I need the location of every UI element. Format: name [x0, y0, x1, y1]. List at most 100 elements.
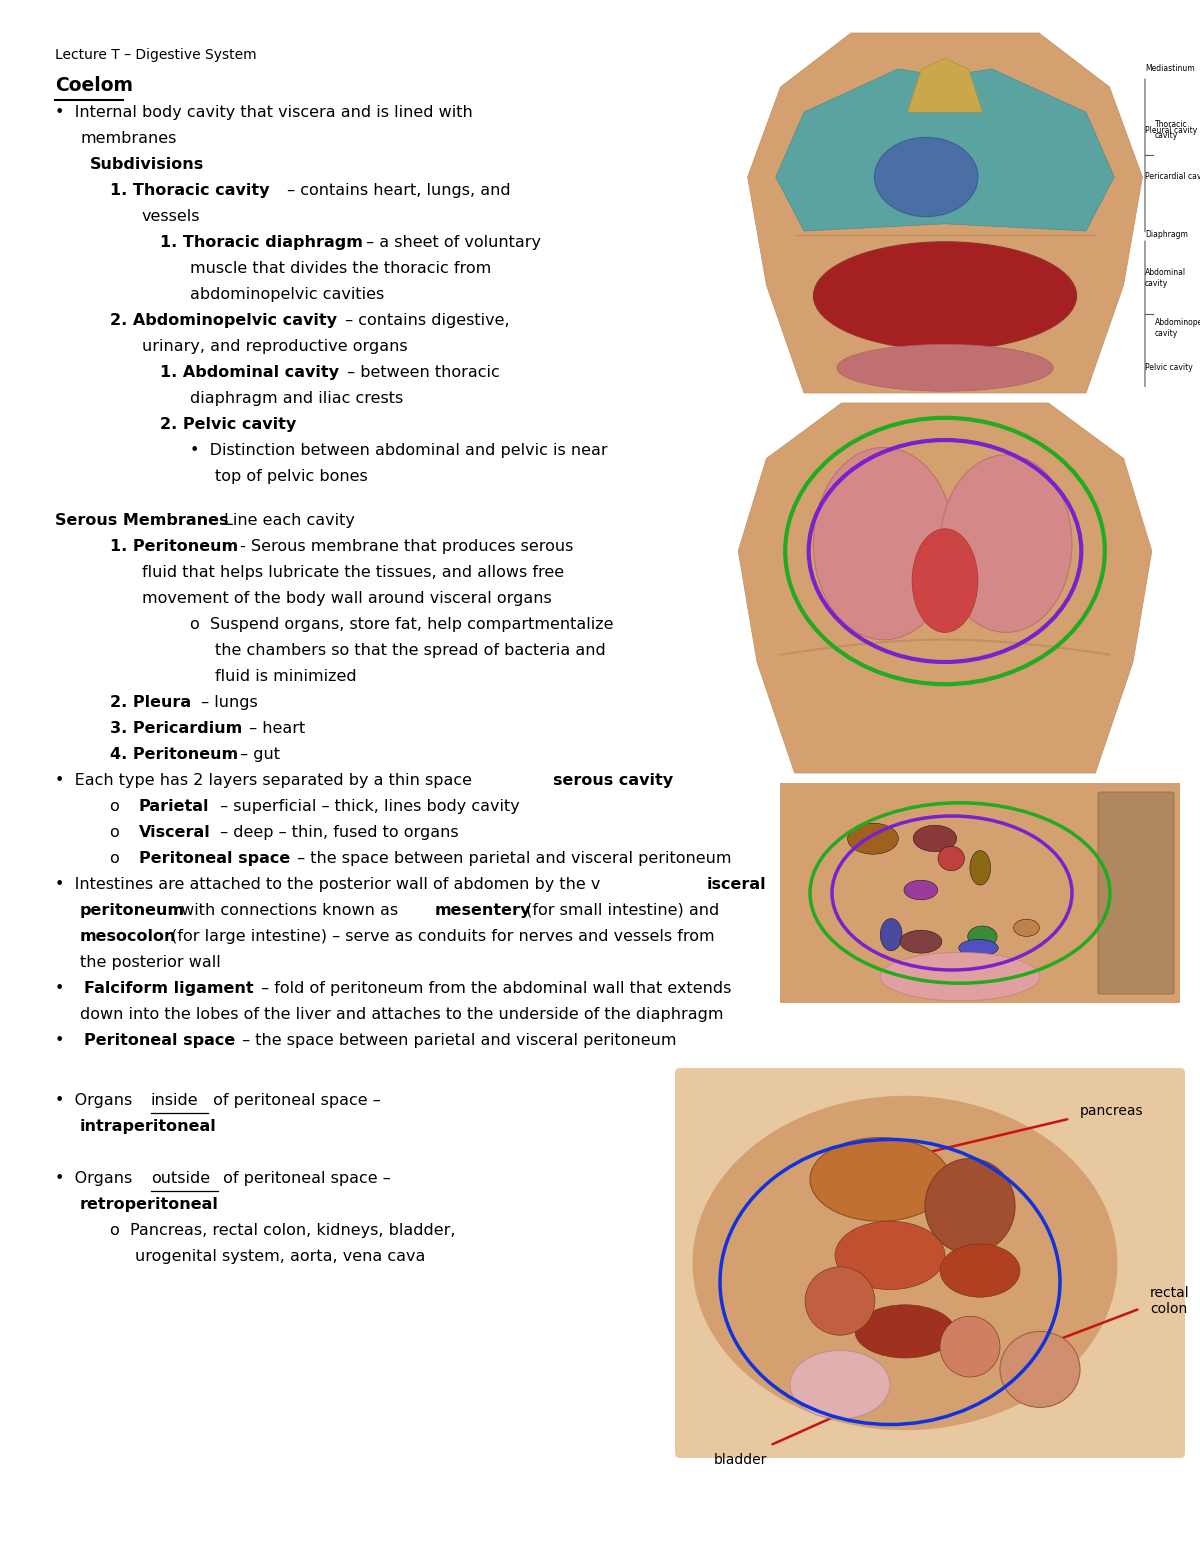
Ellipse shape [856, 1305, 955, 1357]
Text: (for large intestine) – serve as conduits for nerves and vessels from: (for large intestine) – serve as conduit… [167, 929, 715, 944]
Text: pancreas: pancreas [1080, 1104, 1144, 1118]
Ellipse shape [814, 242, 1076, 349]
Text: – contains digestive,: – contains digestive, [340, 314, 510, 328]
PathPatch shape [748, 33, 1142, 393]
Text: – heart: – heart [244, 721, 306, 736]
Text: •  Each type has 2 layers separated by a thin space: • Each type has 2 layers separated by a … [55, 773, 478, 787]
Text: Falciform ligament: Falciform ligament [84, 981, 253, 995]
Ellipse shape [959, 940, 998, 957]
Text: – lungs: – lungs [197, 696, 258, 710]
Ellipse shape [847, 823, 899, 854]
Ellipse shape [1014, 919, 1039, 936]
Ellipse shape [796, 797, 1124, 989]
Text: lung: lung [870, 530, 898, 542]
Text: 1. Thoracic diaphragm: 1. Thoracic diaphragm [160, 235, 362, 250]
Ellipse shape [967, 926, 997, 947]
Text: bladder: bladder [713, 1454, 767, 1468]
Text: Parietal: Parietal [139, 798, 209, 814]
Text: Diaphragm: Diaphragm [1145, 230, 1188, 239]
PathPatch shape [907, 57, 983, 112]
Text: Lecture T – Digestive System: Lecture T – Digestive System [55, 48, 257, 62]
Ellipse shape [881, 918, 902, 950]
Ellipse shape [940, 1317, 1000, 1378]
PathPatch shape [775, 68, 1115, 231]
Text: 3. Pericardium: 3. Pericardium [110, 721, 242, 736]
Text: Peritoneal space: Peritoneal space [139, 851, 290, 867]
Text: o: o [110, 798, 130, 814]
Text: rectal
colon: rectal colon [1150, 1286, 1189, 1315]
Ellipse shape [790, 1351, 890, 1419]
Text: peritoneum: peritoneum [80, 902, 185, 918]
Text: Abdominal
cavity: Abdominal cavity [1145, 269, 1186, 287]
Ellipse shape [904, 881, 937, 899]
Ellipse shape [805, 1267, 875, 1336]
Text: Coelom: Coelom [55, 76, 133, 95]
Text: •: • [55, 981, 74, 995]
Text: abdominopelvic cavities: abdominopelvic cavities [190, 287, 384, 301]
Text: 1. Thoracic cavity: 1. Thoracic cavity [110, 183, 270, 197]
Text: fluid that helps lubricate the tissues, and allows free: fluid that helps lubricate the tissues, … [142, 565, 564, 579]
Text: o  Pancreas, rectal colon, kidneys, bladder,: o Pancreas, rectal colon, kidneys, bladd… [110, 1224, 456, 1238]
Text: – the space between parietal and visceral peritoneum: – the space between parietal and viscera… [238, 1033, 677, 1048]
Ellipse shape [900, 930, 942, 954]
Text: muscle that divides the thoracic from: muscle that divides the thoracic from [190, 261, 491, 276]
Text: the posterior wall: the posterior wall [80, 955, 221, 971]
Text: mesocolon: mesocolon [80, 929, 176, 944]
Text: movement of the body wall around visceral organs: movement of the body wall around viscera… [142, 592, 552, 606]
Text: 2. Pelvic cavity: 2. Pelvic cavity [160, 418, 296, 432]
Ellipse shape [925, 1159, 1015, 1253]
Text: •  Distinction between abdominal and pelvic is near: • Distinction between abdominal and pelv… [190, 443, 607, 458]
Text: vessels: vessels [142, 210, 200, 224]
Text: diaphragm and iliac crests: diaphragm and iliac crests [190, 391, 403, 405]
Text: of peritoneal space –: of peritoneal space – [218, 1171, 391, 1186]
Ellipse shape [810, 1138, 950, 1221]
Text: serous cavity: serous cavity [553, 773, 673, 787]
Ellipse shape [941, 455, 1072, 632]
Text: – a sheet of voluntary: – a sheet of voluntary [361, 235, 541, 250]
Text: •  Internal body cavity that viscera and is lined with: • Internal body cavity that viscera and … [55, 106, 473, 120]
Text: - Serous membrane that produces serous: - Serous membrane that produces serous [234, 539, 572, 554]
Text: outside: outside [151, 1171, 210, 1186]
Text: 1. Peritoneum: 1. Peritoneum [110, 539, 238, 554]
Text: 2. Abdominopelvic cavity: 2. Abdominopelvic cavity [110, 314, 337, 328]
Text: membranes: membranes [80, 130, 176, 146]
Text: Visceral: Visceral [139, 825, 210, 840]
Ellipse shape [875, 137, 978, 216]
Text: fluid is minimized: fluid is minimized [215, 669, 356, 683]
Text: 2. Pleura: 2. Pleura [110, 696, 191, 710]
Text: •  Organs: • Organs [55, 1171, 137, 1186]
Text: – superficial – thick, lines body cavity: – superficial – thick, lines body cavity [216, 798, 520, 814]
Text: Thoracic
cavity: Thoracic cavity [1154, 121, 1188, 140]
FancyBboxPatch shape [780, 783, 1180, 1003]
Text: Pericardial cavity: Pericardial cavity [1145, 172, 1200, 182]
PathPatch shape [738, 402, 1152, 773]
Text: (for small intestine) and: (for small intestine) and [521, 902, 719, 918]
Text: of peritoneal space –: of peritoneal space – [209, 1093, 382, 1107]
Text: urinary, and reproductive organs: urinary, and reproductive organs [142, 339, 408, 354]
Text: o: o [110, 825, 130, 840]
Text: Mediastinum: Mediastinum [1145, 65, 1195, 73]
FancyBboxPatch shape [674, 1068, 1186, 1458]
Text: Abdominopelvic
cavity: Abdominopelvic cavity [1154, 318, 1200, 339]
Text: Serous Membranes: Serous Membranes [55, 512, 228, 528]
Text: Pelvic cavity: Pelvic cavity [1145, 363, 1193, 373]
Ellipse shape [913, 825, 956, 851]
Text: o: o [110, 851, 130, 867]
Text: – contains heart, lungs, and: – contains heart, lungs, and [282, 183, 511, 197]
Text: 1. Abdominal cavity: 1. Abdominal cavity [160, 365, 340, 380]
Text: Subdivisions: Subdivisions [90, 157, 204, 172]
Ellipse shape [836, 345, 1054, 391]
Text: o  Suspend organs, store fat, help compartmentalize: o Suspend organs, store fat, help compar… [190, 617, 613, 632]
Text: – fold of peritoneum from the abdominal wall that extends: – fold of peritoneum from the abdominal … [257, 981, 732, 995]
Text: – the space between parietal and visceral peritoneum: – the space between parietal and viscera… [292, 851, 732, 867]
Ellipse shape [880, 952, 1040, 1000]
Text: isceral: isceral [707, 877, 767, 891]
Text: – between thoracic: – between thoracic [342, 365, 500, 380]
FancyBboxPatch shape [1098, 792, 1174, 994]
Text: intraperitoneal: intraperitoneal [80, 1120, 217, 1134]
Text: with connections known as: with connections known as [176, 902, 403, 918]
Text: •  Intestines are attached to the posterior wall of abdomen by the v: • Intestines are attached to the posteri… [55, 877, 600, 891]
Text: – deep – thin, fused to organs: – deep – thin, fused to organs [216, 825, 460, 840]
Text: Pleural cavity: Pleural cavity [1145, 126, 1198, 135]
Ellipse shape [814, 447, 954, 640]
